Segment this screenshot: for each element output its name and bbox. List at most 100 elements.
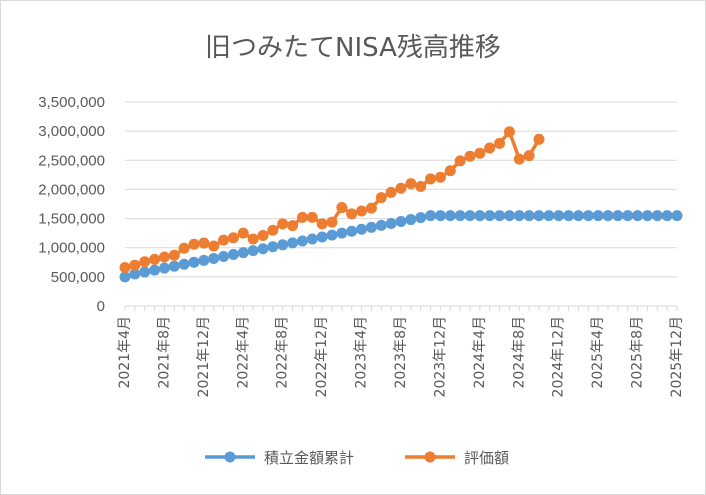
y-axis: 0 500,000 1,000,000 1,500,000 2,000,000 2,500… xyxy=(38,94,105,315)
data-point xyxy=(218,234,230,246)
data-point xyxy=(641,210,653,222)
data-point xyxy=(494,210,506,222)
data-point xyxy=(513,210,525,222)
data-point xyxy=(444,165,456,177)
data-point xyxy=(602,210,614,222)
x-tick-label: 2021年8月 xyxy=(156,316,172,389)
data-point xyxy=(178,258,190,270)
data-point xyxy=(257,229,269,241)
x-tick-label: 2025年4月 xyxy=(590,316,606,389)
data-point xyxy=(405,214,417,226)
data-point xyxy=(563,210,575,222)
data-point xyxy=(306,233,318,245)
data-point xyxy=(375,219,387,231)
data-point xyxy=(227,249,239,261)
data-point xyxy=(168,260,180,272)
data-point xyxy=(168,249,180,261)
data-point xyxy=(188,238,200,250)
data-point xyxy=(454,155,466,167)
data-point xyxy=(474,210,486,222)
y-tick-label: 1,500,000 xyxy=(38,211,105,228)
data-point xyxy=(336,201,348,213)
series-group xyxy=(119,126,683,283)
data-point xyxy=(533,133,545,145)
data-point xyxy=(346,208,358,220)
data-point xyxy=(208,252,220,264)
x-tick-label: 2025年12月 xyxy=(669,316,685,397)
data-point xyxy=(434,171,446,183)
x-tick-label: 2022年4月 xyxy=(235,316,251,389)
data-point xyxy=(139,256,151,268)
data-point xyxy=(474,147,486,159)
y-tick-label: 0 xyxy=(97,298,105,315)
data-point xyxy=(247,245,259,257)
data-point xyxy=(405,178,417,190)
data-point xyxy=(129,259,141,271)
legend: 積立金額累計 評価額 xyxy=(205,449,509,467)
data-point xyxy=(464,210,476,222)
data-point xyxy=(267,241,279,253)
x-tick-label: 2023年12月 xyxy=(432,316,448,397)
data-point xyxy=(237,227,249,239)
data-point xyxy=(395,215,407,227)
y-tick-label: 1,000,000 xyxy=(38,240,105,257)
data-point xyxy=(553,210,565,222)
data-point xyxy=(671,210,683,222)
series-cumulative-contribution xyxy=(119,210,683,283)
series-valuation xyxy=(119,126,545,274)
data-point xyxy=(306,211,318,223)
data-point xyxy=(237,247,249,259)
legend-label: 評価額 xyxy=(464,449,509,467)
data-point xyxy=(129,268,141,280)
x-tick-label: 2021年12月 xyxy=(196,316,212,397)
data-point xyxy=(247,233,259,245)
data-point xyxy=(296,235,308,247)
x-tick-label: 2025年8月 xyxy=(630,316,646,389)
data-point xyxy=(494,137,506,149)
data-point xyxy=(316,218,328,230)
data-point xyxy=(632,210,644,222)
data-point xyxy=(198,254,210,266)
legend-item: 積立金額累計 xyxy=(205,449,354,467)
y-tick-label: 3,500,000 xyxy=(38,94,105,111)
x-tick-label: 2024年12月 xyxy=(551,316,567,397)
data-point xyxy=(119,271,131,283)
x-tick-label: 2023年4月 xyxy=(354,316,370,389)
data-point xyxy=(365,221,377,233)
data-point xyxy=(444,210,456,222)
data-point xyxy=(415,181,427,193)
data-point xyxy=(464,150,476,162)
data-point xyxy=(296,211,308,223)
data-point xyxy=(149,253,161,265)
data-point xyxy=(385,186,397,198)
x-axis: 2021年4月 2021年8月 2021年12月 2022年4月 2022年8月 2022… xyxy=(117,305,685,397)
legend-item: 評価額 xyxy=(405,449,509,467)
data-point xyxy=(375,192,387,204)
data-point xyxy=(346,225,358,237)
data-point xyxy=(365,202,377,214)
legend-label: 積立金額累計 xyxy=(264,449,354,467)
data-point xyxy=(178,242,190,254)
data-point xyxy=(484,210,496,222)
data-point xyxy=(572,210,584,222)
data-point xyxy=(395,182,407,194)
y-tick-label: 2,000,000 xyxy=(38,181,105,198)
y-tick-label: 500,000 xyxy=(51,269,105,286)
data-point xyxy=(425,173,437,185)
data-point xyxy=(198,237,210,249)
gridlines xyxy=(125,101,677,307)
data-point xyxy=(513,153,525,165)
data-point xyxy=(277,239,289,251)
data-point xyxy=(257,243,269,255)
data-point xyxy=(326,216,338,228)
data-point xyxy=(267,224,279,236)
data-point xyxy=(523,210,535,222)
data-point xyxy=(523,150,535,162)
data-point xyxy=(434,210,446,222)
data-point xyxy=(149,264,161,276)
data-point xyxy=(612,210,624,222)
x-tick-label: 2024年4月 xyxy=(472,316,488,389)
data-point xyxy=(139,266,151,278)
data-point xyxy=(484,142,496,154)
